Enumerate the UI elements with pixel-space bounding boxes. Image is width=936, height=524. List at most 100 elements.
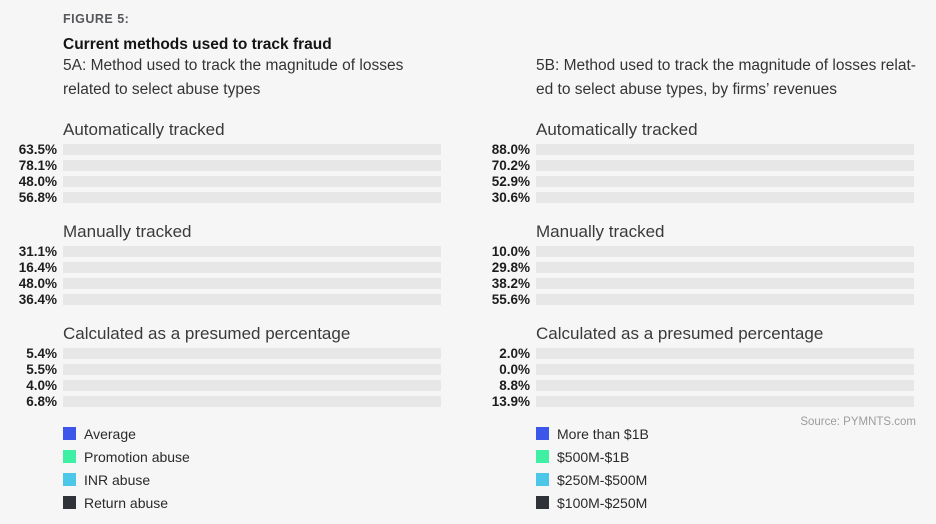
bar-track [63, 160, 441, 171]
bar-value-label: 0.0% [499, 362, 530, 377]
legend-label: Average [84, 425, 136, 442]
legend-item: INR abuse [63, 471, 441, 488]
bar-track [63, 278, 441, 289]
bar-row: 4.0% [5, 378, 441, 393]
legend-label: Return abuse [84, 494, 169, 511]
bar-value-label: 4.0% [26, 378, 57, 393]
bar-track [536, 278, 914, 289]
legend-swatch [63, 450, 76, 463]
bar-track [63, 364, 441, 375]
bar-value-label: 29.8% [491, 260, 530, 275]
legend-swatch [63, 427, 76, 440]
bar-group-title: Automatically tracked [536, 120, 698, 139]
legend-item: $500M-$1B [536, 448, 914, 465]
legend-label: More than $1B [557, 425, 649, 442]
legend-item: Average [63, 425, 441, 442]
bar-track [536, 396, 914, 407]
bar-track [536, 144, 914, 155]
bar-value-label: 56.8% [18, 190, 57, 205]
bar-track [536, 380, 914, 391]
legend-swatch [63, 496, 76, 509]
bar-value-label: 55.6% [491, 292, 530, 307]
bar-groups-5b: Automatically tracked 88.0% 70.2% 52.9% … [478, 120, 914, 409]
bar-value-label: 48.0% [18, 276, 57, 291]
bar-track [63, 262, 441, 273]
bar-track [63, 192, 441, 203]
bar-group: Calculated as a presumed percentage 2.0%… [478, 324, 914, 409]
bar-row: 48.0% [5, 276, 441, 291]
source-note: Source: PYMNTS.com [800, 416, 916, 428]
legend-5b: More than $1B $500M-$1B $250M-$500M $100… [536, 425, 914, 511]
bar-value-label: 13.9% [491, 394, 530, 409]
bar-value-label: 38.2% [491, 276, 530, 291]
chart-panel-5a: Automatically tracked 63.5% 78.1% 48.0% … [5, 121, 441, 519]
legend-item: More than $1B [536, 425, 914, 442]
legend-item: Promotion abuse [63, 449, 441, 465]
bar-group: Automatically tracked 88.0% 70.2% 52.9% … [478, 120, 914, 205]
bar-group-title: Calculated as a presumed percentage [536, 324, 824, 343]
bar-value-label: 6.8% [26, 394, 57, 409]
bar-track [536, 262, 914, 273]
legend-swatch [536, 450, 549, 463]
bar-row: 2.0% [478, 346, 914, 361]
panel-subtitle-5b-line1: 5B: Method used to track the magnitude o… [536, 57, 916, 74]
bar-value-label: 10.0% [491, 244, 530, 259]
bar-value-label: 36.4% [18, 292, 57, 307]
bar-group-title: Manually tracked [63, 222, 192, 241]
bar-row: 13.9% [478, 394, 914, 409]
legend-item: $250M-$500M [536, 471, 914, 488]
panel-subtitle-5a-line1: 5A: Method used to track the magnitude o… [63, 57, 404, 74]
chart-panel-5b: Automatically tracked 88.0% 70.2% 52.9% … [478, 121, 914, 519]
panel-subtitle-5b: 5B: Method used to track the magnitude o… [536, 54, 916, 102]
bar-row: 70.2% [478, 158, 914, 173]
bar-group: Automatically tracked 63.5% 78.1% 48.0% … [5, 120, 441, 205]
bar-row: 0.0% [478, 362, 914, 377]
legend-swatch [536, 427, 549, 440]
bar-track [63, 144, 441, 155]
bar-track [536, 176, 914, 187]
bar-group: Manually tracked 31.1% 16.4% 48.0% 36.4% [5, 222, 441, 307]
bar-group-title: Calculated as a presumed percentage [63, 324, 351, 343]
legend-swatch [63, 473, 76, 486]
bar-row: 29.8% [478, 260, 914, 275]
bar-group-title: Manually tracked [536, 222, 665, 241]
bar-value-label: 88.0% [491, 142, 530, 157]
bar-value-label: 30.6% [491, 190, 530, 205]
bar-row: 16.4% [5, 260, 441, 275]
bar-track [536, 160, 914, 171]
bar-value-label: 52.9% [491, 174, 530, 189]
bar-value-label: 2.0% [499, 346, 530, 361]
legend-5a: Average Promotion abuse INR abuse Return… [63, 425, 441, 511]
bar-group: Manually tracked 10.0% 29.8% 38.2% 55.6% [478, 222, 914, 307]
bar-track [536, 246, 914, 257]
bar-track [536, 348, 914, 359]
bar-row: 52.9% [478, 174, 914, 189]
bar-track [63, 396, 441, 407]
bar-row: 78.1% [5, 158, 441, 173]
panel-subtitle-5a: 5A: Method used to track the magnitude o… [63, 54, 403, 102]
legend-label: $500M-$1B [557, 448, 630, 465]
bar-row: 38.2% [478, 276, 914, 291]
legend-label: INR abuse [84, 471, 151, 488]
bar-track [63, 294, 441, 305]
bar-row: 63.5% [5, 142, 441, 157]
bar-track [63, 380, 441, 391]
panel-subtitle-5a-line2: related to select abuse types [63, 81, 261, 98]
figure-title: Current methods used to track fraud [63, 36, 332, 53]
bar-row: 56.8% [5, 190, 441, 205]
legend-label: $250M-$500M [557, 471, 648, 488]
bar-value-label: 70.2% [491, 158, 530, 173]
bar-value-label: 8.8% [499, 378, 530, 393]
bar-track [536, 364, 914, 375]
bar-row: 36.4% [5, 292, 441, 307]
bar-row: 55.6% [478, 292, 914, 307]
bar-group-title: Automatically tracked [63, 120, 225, 139]
panel-subtitle-5b-line2: ed to select abuse types, by firms’ reve… [536, 81, 837, 98]
bar-groups-5a: Automatically tracked 63.5% 78.1% 48.0% … [5, 120, 441, 409]
bar-track [63, 176, 441, 187]
bar-value-label: 31.1% [18, 244, 57, 259]
bar-value-label: 78.1% [18, 158, 57, 173]
legend-swatch [536, 496, 549, 509]
bar-row: 10.0% [478, 244, 914, 259]
